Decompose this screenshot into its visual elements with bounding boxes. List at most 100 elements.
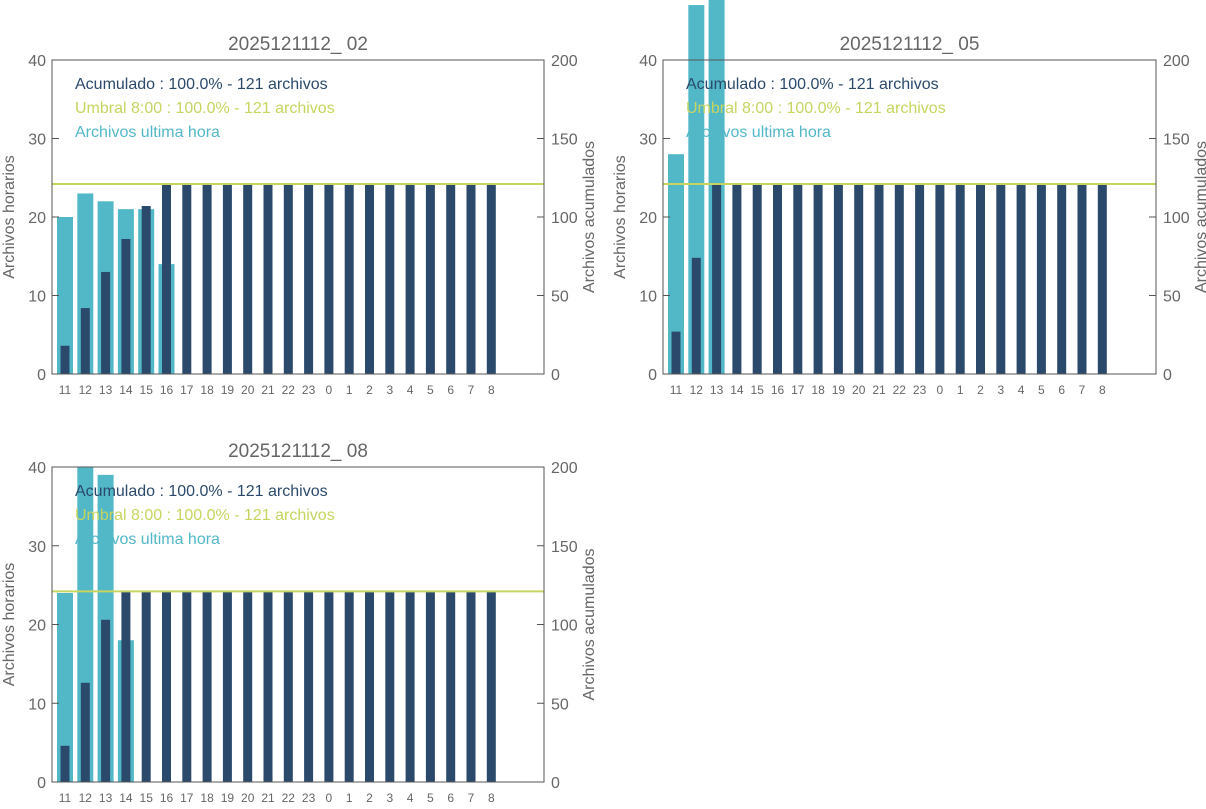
y-tick-label: 0 [37,367,46,384]
x-tick-label: 1 [957,383,964,397]
y2-tick-label: 100 [1163,210,1190,227]
y-tick-label: 20 [639,210,657,227]
legend-cumulative: Acumulado : 100.0% - 121 archivos [75,483,328,500]
x-tick-label: 22 [282,791,296,804]
cumulative-bar-22 [894,184,904,374]
x-tick-label: 5 [427,791,434,804]
cumulative-bar-11 [60,745,70,782]
y2-tick-label: 150 [551,132,578,149]
x-tick-label: 20 [852,383,866,397]
y2-tick-label: 100 [551,210,578,227]
x-tick-label: 18 [200,791,214,804]
y-tick-label: 40 [28,53,46,70]
y2-tick-label: 0 [1163,367,1172,384]
hourly-bar-11 [668,154,684,374]
cumulative-bar-1 [344,591,354,782]
cumulative-bar-6 [446,184,456,374]
y2-tick-label: 0 [551,367,560,384]
y2-tick-label: 150 [551,539,578,556]
cumulative-bar-19 [222,591,232,782]
cumulative-bar-16 [162,184,171,374]
cumulative-bar-8 [486,591,496,782]
y2-tick-label: 200 [1163,53,1190,70]
x-tick-label: 2 [366,791,373,804]
cumulative-bar-18 [202,184,212,374]
x-tick-label: 8 [1099,383,1106,397]
y2-tick-label: 50 [551,289,569,306]
x-tick-label: 0 [326,383,333,397]
hourly-bar-11 [57,217,73,374]
x-tick-label: 4 [407,791,414,804]
x-tick-label: 5 [427,383,434,397]
cumulative-bar-21 [263,184,273,374]
x-tick-label: 11 [59,791,72,804]
cumulative-bar-12 [80,682,90,782]
cumulative-bar-6 [1057,184,1067,374]
x-tick-label: 0 [937,383,944,397]
x-tick-label: 14 [119,383,133,397]
cumulative-bar-17 [182,591,192,782]
cumulative-bar-3 [385,184,395,374]
x-tick-label: 8 [488,383,495,397]
cumulative-bar-11 [60,345,70,374]
x-tick-label: 12 [690,383,704,397]
x-tick-label: 12 [79,791,93,804]
cumulative-bar-8 [486,184,496,374]
chart-title: 2025121112_ 05 [840,34,980,55]
cumulative-bar-3 [385,591,395,782]
x-tick-label: 6 [1058,383,1065,397]
cumulative-bar-19 [222,184,232,374]
x-tick-label: 4 [407,383,414,397]
y2-tick-label: 50 [551,696,569,713]
cumulative-bar-23 [915,184,925,374]
cumulative-bar-17 [793,184,803,374]
y-tick-label: 30 [28,539,46,556]
y-tick-label: 10 [28,696,46,713]
cumulative-bar-20 [243,591,253,782]
y2-tick-label: 100 [551,618,578,635]
y-tick-label: 40 [28,460,46,477]
legend-threshold: Umbral 8:00 : 100.0% - 121 archivos [686,100,946,117]
cumulative-bar-18 [202,591,212,782]
cumulative-bar-4 [1016,184,1026,374]
cumulative-bar-22 [283,184,293,374]
x-tick-label: 13 [99,383,113,397]
x-tick-label: 7 [468,791,475,804]
x-tick-label: 11 [59,383,72,397]
cumulative-bar-2 [365,591,374,782]
cumulative-bar-16 [162,591,171,782]
hourly-bar-11 [57,593,73,782]
y-axis-label: Archivos horarios [1,155,18,279]
cumulative-bar-15 [752,184,762,374]
cumulative-bar-11 [671,331,681,374]
x-tick-label: 14 [730,383,744,397]
y-tick-label: 10 [639,289,657,306]
y2-tick-label: 200 [551,460,578,477]
y-axis-label: Archivos horarios [1,563,18,687]
cumulative-bar-0 [324,184,334,374]
x-tick-label: 23 [302,383,316,397]
legend-threshold: Umbral 8:00 : 100.0% - 121 archivos [75,100,335,117]
x-tick-label: 19 [221,791,235,804]
y-axis-label: Archivos horarios [612,155,629,279]
x-tick-label: 16 [160,791,174,804]
legend-cumulative: Acumulado : 100.0% - 121 archivos [75,76,328,93]
cumulative-bar-5 [425,184,435,374]
x-tick-label: 21 [872,383,886,397]
cumulative-bar-4 [405,591,415,782]
y2-tick-label: 200 [551,53,578,70]
cumulative-bar-7 [466,591,476,782]
cumulative-bar-15 [141,206,151,374]
cumulative-bar-23 [304,591,314,782]
cumulative-bar-12 [80,308,90,374]
x-tick-label: 1 [346,791,353,804]
x-tick-label: 18 [811,383,825,397]
cumulative-bar-5 [425,591,435,782]
x-tick-label: 8 [488,791,495,804]
x-tick-label: 15 [140,383,154,397]
x-tick-label: 17 [180,383,194,397]
chart-title: 2025121112_ 02 [228,34,368,55]
y2-axis-label: Archivos acumulados [1193,141,1206,293]
